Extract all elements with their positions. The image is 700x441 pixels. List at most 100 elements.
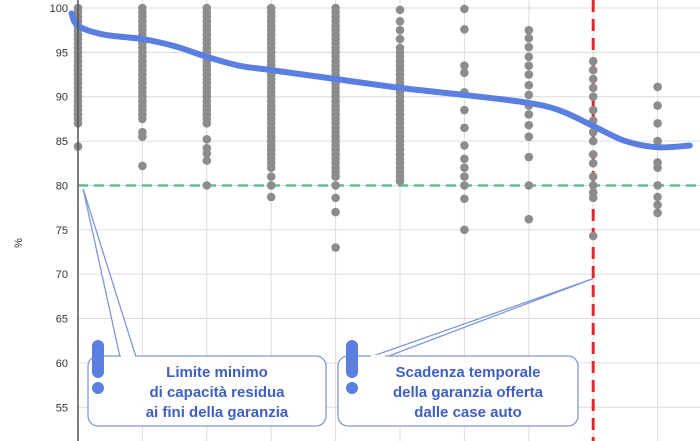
callout-1-line-3: ai fini della garanzia xyxy=(146,404,289,421)
data-point-5-3 xyxy=(395,34,405,44)
data-point-7-4 xyxy=(524,61,534,70)
data-point-6-1 xyxy=(460,24,469,34)
y-tick-label-95: 95 xyxy=(56,47,68,59)
data-point-1-28 xyxy=(138,161,147,171)
y-tick-label-55: 55 xyxy=(56,402,68,414)
callout-2-line-3: dalle case auto xyxy=(414,404,522,421)
data-point-9-3 xyxy=(653,136,662,146)
data-point-9-2 xyxy=(653,119,662,128)
y-tick-label-90: 90 xyxy=(56,92,68,104)
data-point-6-5 xyxy=(460,105,469,115)
data-point-2-26 xyxy=(202,119,212,128)
data-point-5-34 xyxy=(395,176,405,186)
callout-box-2 xyxy=(337,355,579,427)
data-point-8-4 xyxy=(588,92,598,102)
data-point-8-1 xyxy=(588,65,598,75)
callout-box-1 xyxy=(87,355,327,427)
data-point-8-15 xyxy=(588,231,598,241)
data-point-3-37 xyxy=(266,172,276,181)
data-point-8-9 xyxy=(588,150,598,159)
callout-pointer-2 xyxy=(369,277,594,358)
data-point-4-41 xyxy=(331,207,340,217)
data-point-2-31 xyxy=(202,181,212,190)
data-point-9-8 xyxy=(653,200,662,210)
data-point-7-1 xyxy=(524,33,534,43)
y-tick-label-75: 75 xyxy=(56,225,68,237)
data-point-6-2 xyxy=(460,61,469,70)
data-point-8-14 xyxy=(588,193,598,203)
data-point-7-7 xyxy=(524,90,534,100)
callout-2-line-1: Scadenza temporale xyxy=(395,364,540,381)
data-point-4-40 xyxy=(331,193,340,203)
callout-pointer-1 xyxy=(82,188,137,358)
data-point-7-3 xyxy=(524,52,534,62)
data-point-6-0 xyxy=(460,4,469,14)
trend-line-group xyxy=(68,10,693,151)
data-point-6-8 xyxy=(460,154,469,164)
data-point-7-0 xyxy=(524,25,534,35)
data-point-8-3 xyxy=(588,83,598,93)
y-tick-label-65: 65 xyxy=(56,314,68,326)
trend-line xyxy=(68,10,693,151)
data-point-2-29 xyxy=(202,149,212,158)
y-tick-label-80: 80 xyxy=(56,180,68,192)
data-point-1-25 xyxy=(138,114,147,124)
data-point-7-9 xyxy=(524,110,534,119)
data-point-4-39 xyxy=(331,181,340,190)
data-point-3-36 xyxy=(266,163,276,173)
data-point-8-10 xyxy=(588,158,598,168)
data-point-9-7 xyxy=(653,192,662,202)
data-point-5-0 xyxy=(395,5,405,15)
data-point-7-2 xyxy=(524,42,534,52)
data-point-9-5 xyxy=(653,163,662,173)
exclamation-dot-icon xyxy=(92,382,104,394)
data-point-7-12 xyxy=(524,152,534,162)
data-point-5-2 xyxy=(395,25,405,35)
data-point-1-27 xyxy=(138,132,147,141)
y-tick-label-70: 70 xyxy=(56,269,68,281)
callout-2: Scadenza temporale della garanzia offerta… xyxy=(337,277,594,427)
data-point-7-13 xyxy=(524,181,534,190)
data-point-2-27 xyxy=(202,135,212,144)
data-point-8-5 xyxy=(588,105,598,115)
callout-1-line-1: Limite minimo xyxy=(166,364,268,381)
callout-2-line-2: della garanzia offerta xyxy=(393,384,544,401)
y-tick-label-60: 60 xyxy=(56,358,68,370)
data-point-6-13 xyxy=(460,225,469,235)
data-point-8-2 xyxy=(588,74,598,84)
data-point-7-14 xyxy=(524,214,534,224)
data-point-6-11 xyxy=(460,181,469,190)
callout-1: Limite minimo di capacità residua ai fini … xyxy=(82,188,327,427)
data-point-6-12 xyxy=(460,194,469,204)
data-point-7-5 xyxy=(524,70,534,79)
data-point-7-6 xyxy=(524,80,534,90)
data-point-6-3 xyxy=(460,68,469,78)
data-point-4-42 xyxy=(331,243,340,252)
data-point-4-38 xyxy=(331,172,340,181)
exclamation-dot-icon xyxy=(346,382,358,394)
data-point-5-1 xyxy=(395,17,405,26)
data-point-6-7 xyxy=(460,141,469,150)
data-point-7-11 xyxy=(524,132,534,141)
data-point-9-0 xyxy=(653,82,662,92)
data-point-9-1 xyxy=(653,101,662,110)
data-point-2-30 xyxy=(202,156,212,165)
data-point-8-8 xyxy=(588,136,598,146)
data-point-6-10 xyxy=(460,172,469,181)
data-point-8-0 xyxy=(588,56,598,66)
exclamation-icon xyxy=(92,340,104,378)
data-point-3-39 xyxy=(266,192,276,202)
exclamation-icon xyxy=(346,340,358,378)
data-point-3-38 xyxy=(266,181,276,190)
y-tick-label-100: 100 xyxy=(50,3,68,15)
callout-1-line-2: di capacità residua xyxy=(149,384,285,401)
data-point-8-12 xyxy=(588,181,598,190)
data-point-6-9 xyxy=(460,163,469,173)
data-point-9-6 xyxy=(653,181,662,190)
y-axis-unit-label: % xyxy=(13,238,25,248)
data-point-9-9 xyxy=(653,208,662,218)
y-tick-label-85: 85 xyxy=(56,136,68,148)
scatter-points xyxy=(73,3,662,252)
callouts: Limite minimo di capacità residua ai fini … xyxy=(82,188,594,427)
